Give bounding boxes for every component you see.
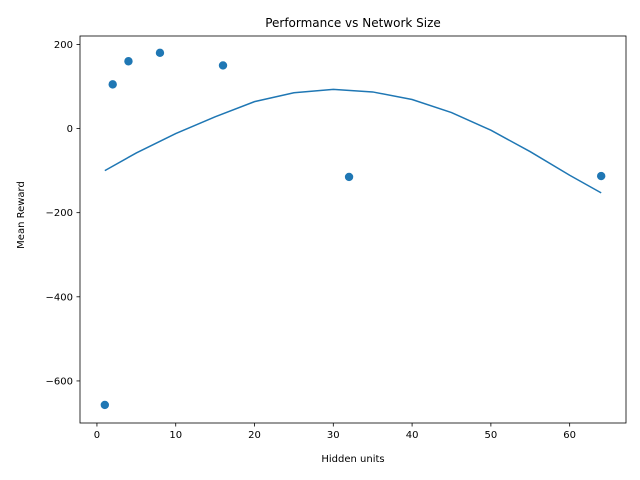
y-tick-label: −400: [46, 292, 73, 303]
plot-area: [79, 35, 627, 424]
x-tick-label: 40: [406, 430, 419, 441]
y-tick-label: −200: [46, 208, 73, 219]
x-axis: 0 10 20 30 40 50 60: [94, 423, 576, 441]
x-tick-label: 50: [485, 430, 498, 441]
x-tick-label: 60: [563, 430, 576, 441]
y-tick-label: −600: [46, 376, 73, 387]
data-point: [596, 171, 606, 181]
data-point: [108, 80, 117, 89]
data-point: [218, 61, 228, 70]
y-tick-label: 0: [67, 124, 73, 135]
chart-title: Performance vs Network Size: [265, 16, 441, 30]
data-point: [100, 400, 110, 410]
fit-curve: [104, 88, 602, 194]
x-tick-label: 30: [327, 430, 340, 441]
y-axis-label: Mean Reward: [16, 181, 27, 249]
x-tick-label: 10: [169, 430, 182, 441]
x-tick-label: 20: [248, 430, 261, 441]
data-point: [124, 57, 133, 66]
y-axis: 200 0 −200 −400 −600: [46, 40, 80, 387]
data-point: [155, 48, 165, 58]
y-tick-label: 200: [54, 40, 73, 51]
x-axis-label: Hidden units: [321, 454, 384, 465]
plot-frame: [79, 35, 627, 424]
data-point: [344, 172, 354, 182]
x-tick-label: 0: [94, 430, 100, 441]
